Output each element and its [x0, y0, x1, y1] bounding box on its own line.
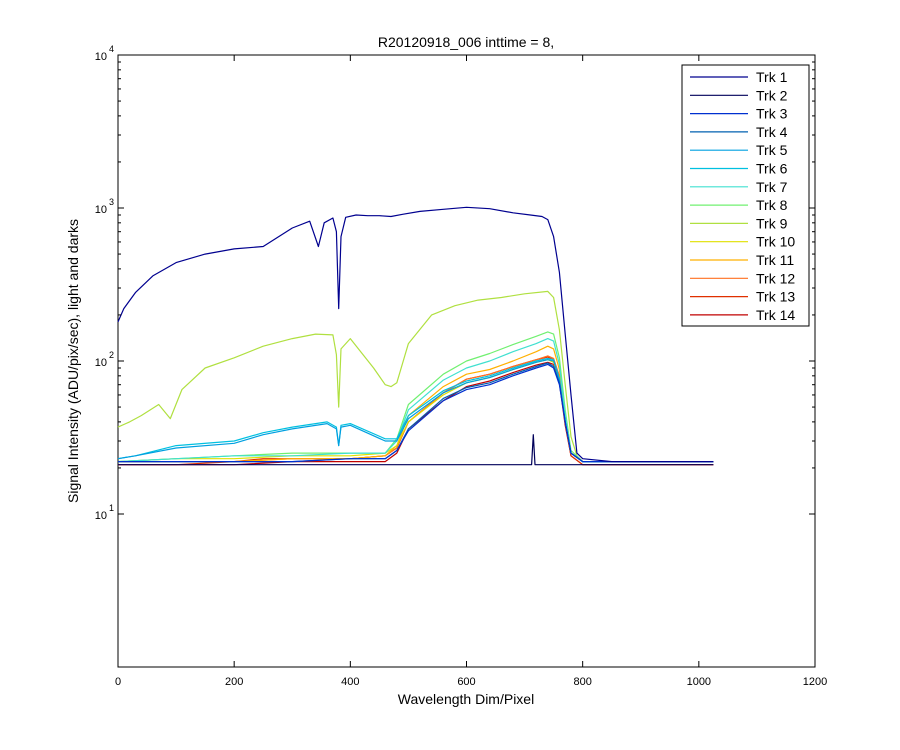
series-line-trk-5	[117, 359, 714, 463]
legend-label-trk-2: Trk 2	[756, 87, 788, 103]
legend-label-trk-6: Trk 6	[756, 161, 788, 177]
x-tick-label: 1000	[687, 676, 711, 688]
series-group	[117, 206, 714, 466]
series-line-trk-7	[117, 338, 714, 463]
x-tick-label: 800	[573, 676, 591, 688]
y-tick-label-exponent: 3	[109, 197, 114, 207]
legend-box	[681, 64, 810, 327]
legend-label-trk-10: Trk 10	[756, 234, 795, 250]
y-tick-label-base: 10	[95, 510, 107, 522]
series-line-trk-9	[117, 290, 714, 463]
y-tick-label-exponent: 2	[109, 350, 114, 360]
series-line-trk-2	[118, 434, 714, 466]
chart-title: R20120918_006 inttime = 8,	[378, 34, 554, 50]
legend: Trk 1 Trk 2 Trk 3 Trk 4 Trk 5 Trk 6 Trk 7 Trk 8…	[681, 64, 810, 327]
y-tick-label-base: 10	[95, 357, 107, 369]
legend-label-trk-8: Trk 8	[756, 197, 788, 213]
legend-label-trk-9: Trk 9	[756, 215, 788, 231]
series-line-trk-3	[118, 363, 714, 463]
series-line-trk-1	[117, 206, 714, 463]
legend-label-trk-1: Trk 1	[756, 69, 788, 85]
legend-label-trk-4: Trk 4	[756, 124, 788, 140]
y-tick-label-exponent: 4	[109, 44, 114, 54]
legend-label-trk-3: Trk 3	[756, 106, 788, 122]
legend-label-trk-14: Trk 14	[756, 307, 795, 323]
y-tick-label-base: 10	[95, 204, 107, 216]
y-tick-label-exponent: 1	[109, 503, 114, 513]
x-axis-label: Wavelength Dim/Pixel	[398, 691, 534, 707]
legend-label-trk-11: Trk 11	[756, 252, 794, 268]
x-tick-label: 400	[341, 676, 359, 688]
x-tick-label: 1200	[803, 676, 827, 688]
x-axis-ticks: 0 200 400 600 800 1000 1200	[115, 55, 827, 688]
x-tick-label: 600	[457, 676, 475, 688]
x-tick-label: 0	[115, 676, 121, 688]
legend-label-trk-5: Trk 5	[756, 142, 788, 158]
y-tick-label-base: 10	[95, 51, 107, 63]
legend-label-trk-13: Trk 13	[756, 289, 795, 305]
x-tick-label: 200	[225, 676, 243, 688]
legend-label-trk-12: Trk 12	[756, 270, 795, 286]
legend-label-trk-7: Trk 7	[756, 179, 788, 195]
y-axis-label: Signal Intensity (ADU/pix/sec), light an…	[65, 219, 81, 503]
